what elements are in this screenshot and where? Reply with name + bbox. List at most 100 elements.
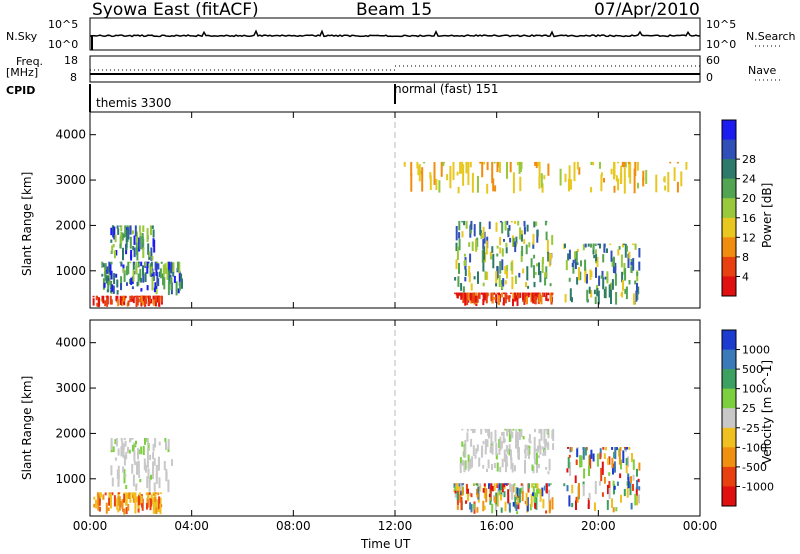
- echo-mark: [152, 492, 155, 496]
- echo-mark: [102, 263, 105, 268]
- echo-mark: [454, 292, 456, 295]
- echo-mark: [502, 297, 505, 306]
- echo-mark: [488, 428, 490, 439]
- echo-mark: [636, 282, 638, 293]
- echo-mark: [533, 254, 536, 259]
- echo-mark: [508, 502, 511, 511]
- echo-mark: [507, 428, 510, 433]
- echo-mark: [603, 453, 606, 459]
- echo-mark: [145, 295, 148, 298]
- echo-mark: [518, 272, 521, 278]
- echo-mark: [590, 271, 593, 278]
- echo-mark: [507, 489, 510, 504]
- echo-mark: [532, 492, 534, 496]
- echo-mark: [503, 438, 506, 443]
- echo-mark: [521, 245, 524, 256]
- echo-mark: [547, 251, 550, 262]
- colorbar-tick-label: 4: [742, 270, 749, 283]
- echo-mark: [493, 495, 495, 502]
- echo-mark: [575, 459, 578, 465]
- echo-mark: [542, 292, 545, 297]
- echo-mark: [115, 438, 118, 447]
- echo-mark: [483, 505, 486, 510]
- echo-mark: [575, 500, 577, 510]
- echo-mark: [104, 492, 107, 496]
- echo-mark: [164, 438, 167, 443]
- echo-mark: [632, 293, 635, 305]
- echo-mark: [459, 463, 462, 473]
- echo-mark: [137, 448, 139, 460]
- echo-mark: [416, 161, 419, 169]
- echo-mark: [544, 442, 547, 456]
- echo-mark: [535, 448, 538, 452]
- echo-mark: [126, 282, 128, 286]
- echo-mark: [542, 452, 545, 456]
- echo-mark: [133, 451, 136, 461]
- echo-mark: [421, 167, 424, 192]
- echo-mark: [158, 496, 161, 510]
- echo-mark: [579, 271, 582, 281]
- echo-mark: [522, 292, 525, 300]
- echo-mark: [624, 288, 627, 294]
- echo-mark: [154, 282, 157, 289]
- echo-mark: [154, 295, 157, 302]
- echo-mark: [147, 295, 150, 306]
- echo-mark: [532, 242, 535, 249]
- echo-mark: [104, 263, 107, 271]
- echo-mark: [423, 161, 426, 164]
- colorbar-tick-label: 16: [742, 212, 756, 225]
- echo-mark: [576, 161, 579, 170]
- echo-mark: [547, 471, 550, 475]
- echo-mark: [469, 458, 472, 470]
- echo-mark: [103, 282, 106, 288]
- echo-mark: [142, 265, 144, 276]
- cpid-label: CPID: [6, 84, 36, 97]
- echo-mark: [157, 458, 160, 471]
- echo-mark: [512, 298, 514, 307]
- echo-mark: [506, 264, 509, 271]
- echo-mark: [538, 428, 541, 434]
- echo-mark: [508, 429, 511, 442]
- colorbar-tick-label: 24: [742, 173, 756, 186]
- echo-mark: [462, 293, 465, 304]
- echo-mark: [160, 261, 163, 264]
- echo-mark: [487, 459, 490, 469]
- echo-mark: [475, 240, 478, 251]
- echo-mark: [498, 448, 501, 455]
- echo-mark: [110, 465, 113, 476]
- echo-mark: [568, 495, 571, 507]
- echo-mark: [476, 295, 479, 303]
- echo-mark: [495, 222, 498, 232]
- echo-mark: [609, 243, 612, 246]
- echo-mark: [92, 295, 95, 298]
- nsky-tick-top: 10^5: [48, 18, 79, 31]
- echo-mark: [505, 445, 508, 452]
- echo-mark: [676, 181, 679, 193]
- echo-mark: [106, 298, 109, 307]
- echo-mark: [152, 461, 155, 475]
- echo-mark: [628, 280, 631, 285]
- echo-mark: [570, 447, 573, 452]
- colorbar-tick-label: 12: [742, 231, 756, 244]
- echo-mark: [551, 235, 554, 245]
- echo-mark: [461, 161, 464, 174]
- echo-mark: [498, 483, 501, 492]
- echo-mark: [515, 236, 518, 245]
- echo-mark: [458, 292, 461, 296]
- echo-mark: [476, 444, 479, 452]
- echo-mark: [621, 291, 624, 298]
- echo-mark: [111, 225, 114, 232]
- echo-mark: [464, 269, 467, 276]
- echo-mark: [627, 161, 630, 164]
- echo-mark: [576, 262, 579, 265]
- echo-mark: [133, 442, 136, 452]
- echo-mark: [489, 494, 492, 501]
- echo-mark: [116, 295, 119, 303]
- echo-mark: [536, 488, 539, 497]
- echo-mark: [528, 438, 531, 443]
- colorbar-swatch: [722, 256, 736, 277]
- echo-mark: [461, 487, 464, 496]
- colorbar-swatch: [722, 388, 736, 409]
- echo-mark: [461, 483, 464, 486]
- echo-mark: [546, 239, 549, 254]
